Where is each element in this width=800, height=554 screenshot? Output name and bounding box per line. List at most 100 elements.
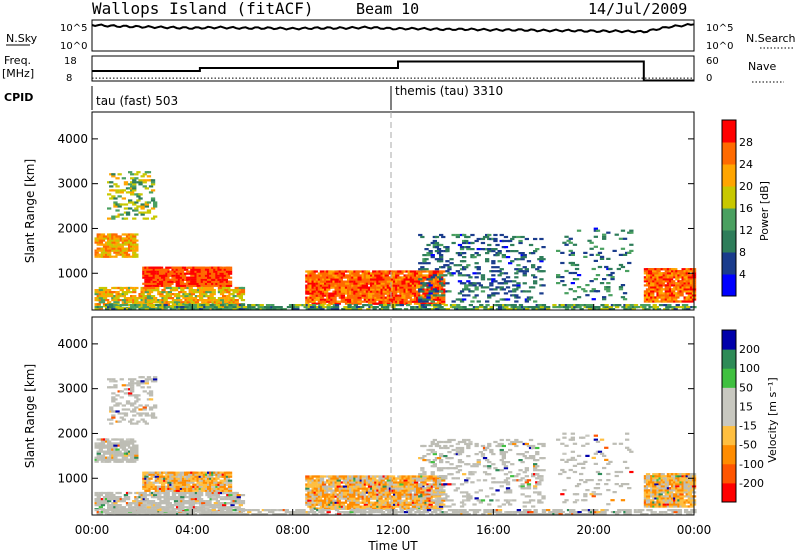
heatmap-cell (324, 491, 329, 494)
heatmap-cell (512, 280, 517, 283)
heatmap-cell (171, 508, 177, 511)
heatmap-cell (514, 276, 519, 279)
heatmap-cell (121, 177, 126, 180)
heatmap-cell (203, 293, 208, 296)
heatmap-cell (180, 504, 185, 507)
heatmap-cell (102, 235, 108, 238)
heatmap-cell (390, 274, 396, 277)
heatmap-cell (501, 288, 506, 291)
heatmap-cell (136, 394, 141, 397)
heatmap-cell (338, 497, 343, 500)
heatmap-cell (117, 173, 122, 176)
heatmap-cell (96, 454, 101, 457)
heatmap-cell (355, 479, 360, 482)
heatmap-cell (539, 260, 544, 263)
heatmap-cell (319, 282, 325, 285)
heatmap-cell (522, 272, 527, 275)
heatmap-cell (386, 479, 391, 482)
heatmap-cell (413, 282, 419, 285)
heatmap-cell (506, 304, 511, 307)
heatmap-cell (113, 456, 118, 459)
heatmap-cell (376, 294, 381, 297)
heatmap-cell (410, 306, 415, 309)
heatmap-cell (245, 308, 250, 311)
heatmap-cell (608, 274, 613, 277)
heatmap-cell (324, 284, 329, 287)
heatmap-cell (560, 261, 565, 265)
heatmap-cell (165, 473, 170, 476)
heatmap-cell (380, 306, 386, 309)
heatmap-cell (447, 268, 452, 271)
heatmap-cell (115, 241, 120, 244)
heatmap-cell (666, 286, 672, 289)
heatmap-cell (138, 404, 143, 407)
heatmap-cell (180, 496, 185, 499)
heatmap-cell (140, 386, 145, 389)
heatmap-cell (464, 286, 469, 289)
heatmap-cell (155, 496, 160, 499)
heatmap-cell (157, 308, 162, 311)
heatmap-cell (205, 291, 210, 294)
heatmap-cell (470, 233, 475, 237)
heatmap-cell (201, 502, 206, 505)
heatmap-cell (353, 300, 358, 303)
heatmap-cell (441, 296, 446, 299)
heatmap-cell (113, 255, 118, 258)
heatmap-cell (491, 262, 496, 265)
heatmap-cell (207, 301, 212, 304)
heatmap-cell (311, 501, 316, 504)
heatmap-cell (159, 491, 164, 495)
heatmap-cell (597, 265, 603, 269)
heatmap-cell (491, 266, 496, 269)
heatmap-cell (618, 263, 624, 267)
heatmap-cell (574, 263, 580, 267)
y-tick-label: 3000 (57, 177, 88, 191)
heatmap-cell (113, 398, 118, 401)
heatmap-cell (146, 376, 152, 379)
heatmap-cell (572, 290, 578, 293)
heatmap-cell (107, 460, 112, 463)
heatmap-cell (111, 173, 116, 176)
heatmap-cell (142, 491, 147, 495)
heatmap-cell (357, 296, 362, 299)
heatmap-cell (115, 506, 120, 509)
heatmap-cell (338, 487, 343, 490)
heatmap-cell (367, 276, 373, 279)
heatmap-cell (606, 231, 611, 234)
heatmap-cell (656, 308, 662, 311)
heatmap-cell (512, 304, 517, 307)
heatmap-cell (451, 306, 457, 309)
heatmap-cell (194, 308, 200, 311)
heatmap-cell (119, 191, 124, 194)
y-tick-label: 4000 (57, 132, 88, 146)
heatmap-cell (562, 241, 567, 244)
heatmap-cell (125, 253, 131, 256)
heatmap-cell (403, 284, 408, 287)
heatmap-cell (456, 304, 461, 307)
heatmap-cell (219, 496, 225, 499)
heatmap-cell (485, 286, 490, 289)
colorbar-cell (722, 208, 736, 231)
heatmap-cell (194, 291, 200, 294)
heatmap-cell (181, 282, 187, 285)
heatmap-cell (531, 274, 536, 277)
heatmap-cell (439, 274, 444, 277)
heatmap-cell (219, 471, 224, 474)
heatmap-cell (167, 498, 172, 501)
heatmap-cell (472, 296, 477, 299)
heatmap-cell (140, 207, 145, 210)
heatmap-cell (503, 282, 509, 285)
heatmap-cell (363, 288, 368, 291)
heatmap-cell (487, 233, 492, 237)
heatmap-cell (441, 302, 446, 305)
heatmap-cell (111, 400, 116, 403)
heatmap-cell (107, 440, 112, 443)
heatmap-cell (113, 446, 118, 449)
heatmap-cell (656, 270, 661, 273)
heatmap-cell (430, 256, 435, 259)
heatmap-cell (184, 293, 189, 296)
heatmap-cell (173, 289, 179, 292)
heatmap-cell (202, 471, 208, 474)
heatmap-cell (386, 485, 391, 488)
